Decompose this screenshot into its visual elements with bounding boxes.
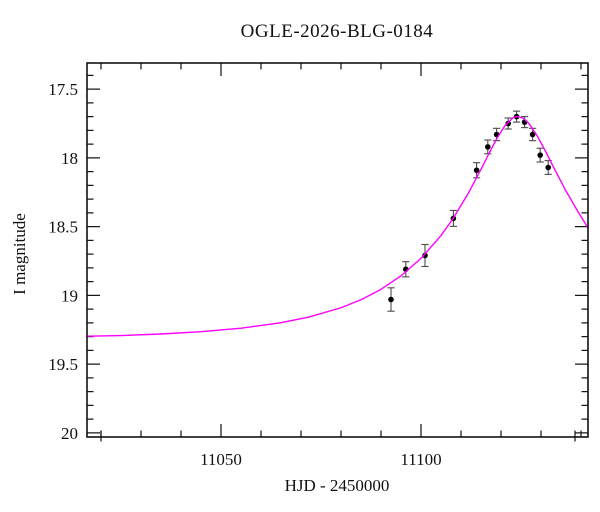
x-tick-label: 11100 xyxy=(400,450,441,469)
y-axis-label: I magnitude xyxy=(10,213,29,295)
data-point xyxy=(504,117,512,130)
y-tick-label: 18 xyxy=(61,149,78,168)
observation-marker xyxy=(537,152,543,158)
y-tick-label: 17.5 xyxy=(48,80,78,99)
y-tick-label: 20 xyxy=(61,424,78,443)
data-point xyxy=(421,243,429,268)
x-tick-label: 11050 xyxy=(200,450,242,469)
observation-marker xyxy=(473,167,480,174)
model-curve xyxy=(86,115,589,337)
data-point xyxy=(387,287,395,312)
data-point xyxy=(529,127,537,142)
frame-rect xyxy=(86,62,589,438)
observation-marker xyxy=(485,144,491,150)
observation-marker xyxy=(422,252,428,259)
observation-points xyxy=(387,110,552,312)
chart-title: OGLE-2026-BLG-0184 xyxy=(241,21,434,42)
plot-frame xyxy=(86,62,589,438)
y-tick-label: 18.5 xyxy=(48,218,78,237)
axes: 11050 11100 17.5 18 18.5 19 19.5 20 xyxy=(48,63,588,469)
y-tick-label: 19.5 xyxy=(48,355,78,374)
x-axis-label: HJD - 2450000 xyxy=(285,476,390,495)
data-point xyxy=(484,139,492,155)
y-tick-label: 19 xyxy=(61,286,78,305)
model-curve-path xyxy=(86,115,589,337)
data-point xyxy=(536,147,544,163)
observation-marker xyxy=(545,164,551,171)
data-point xyxy=(544,160,552,175)
observation-marker xyxy=(388,296,394,303)
observation-marker xyxy=(529,131,536,138)
observation-marker xyxy=(505,120,512,127)
data-point xyxy=(473,162,481,179)
